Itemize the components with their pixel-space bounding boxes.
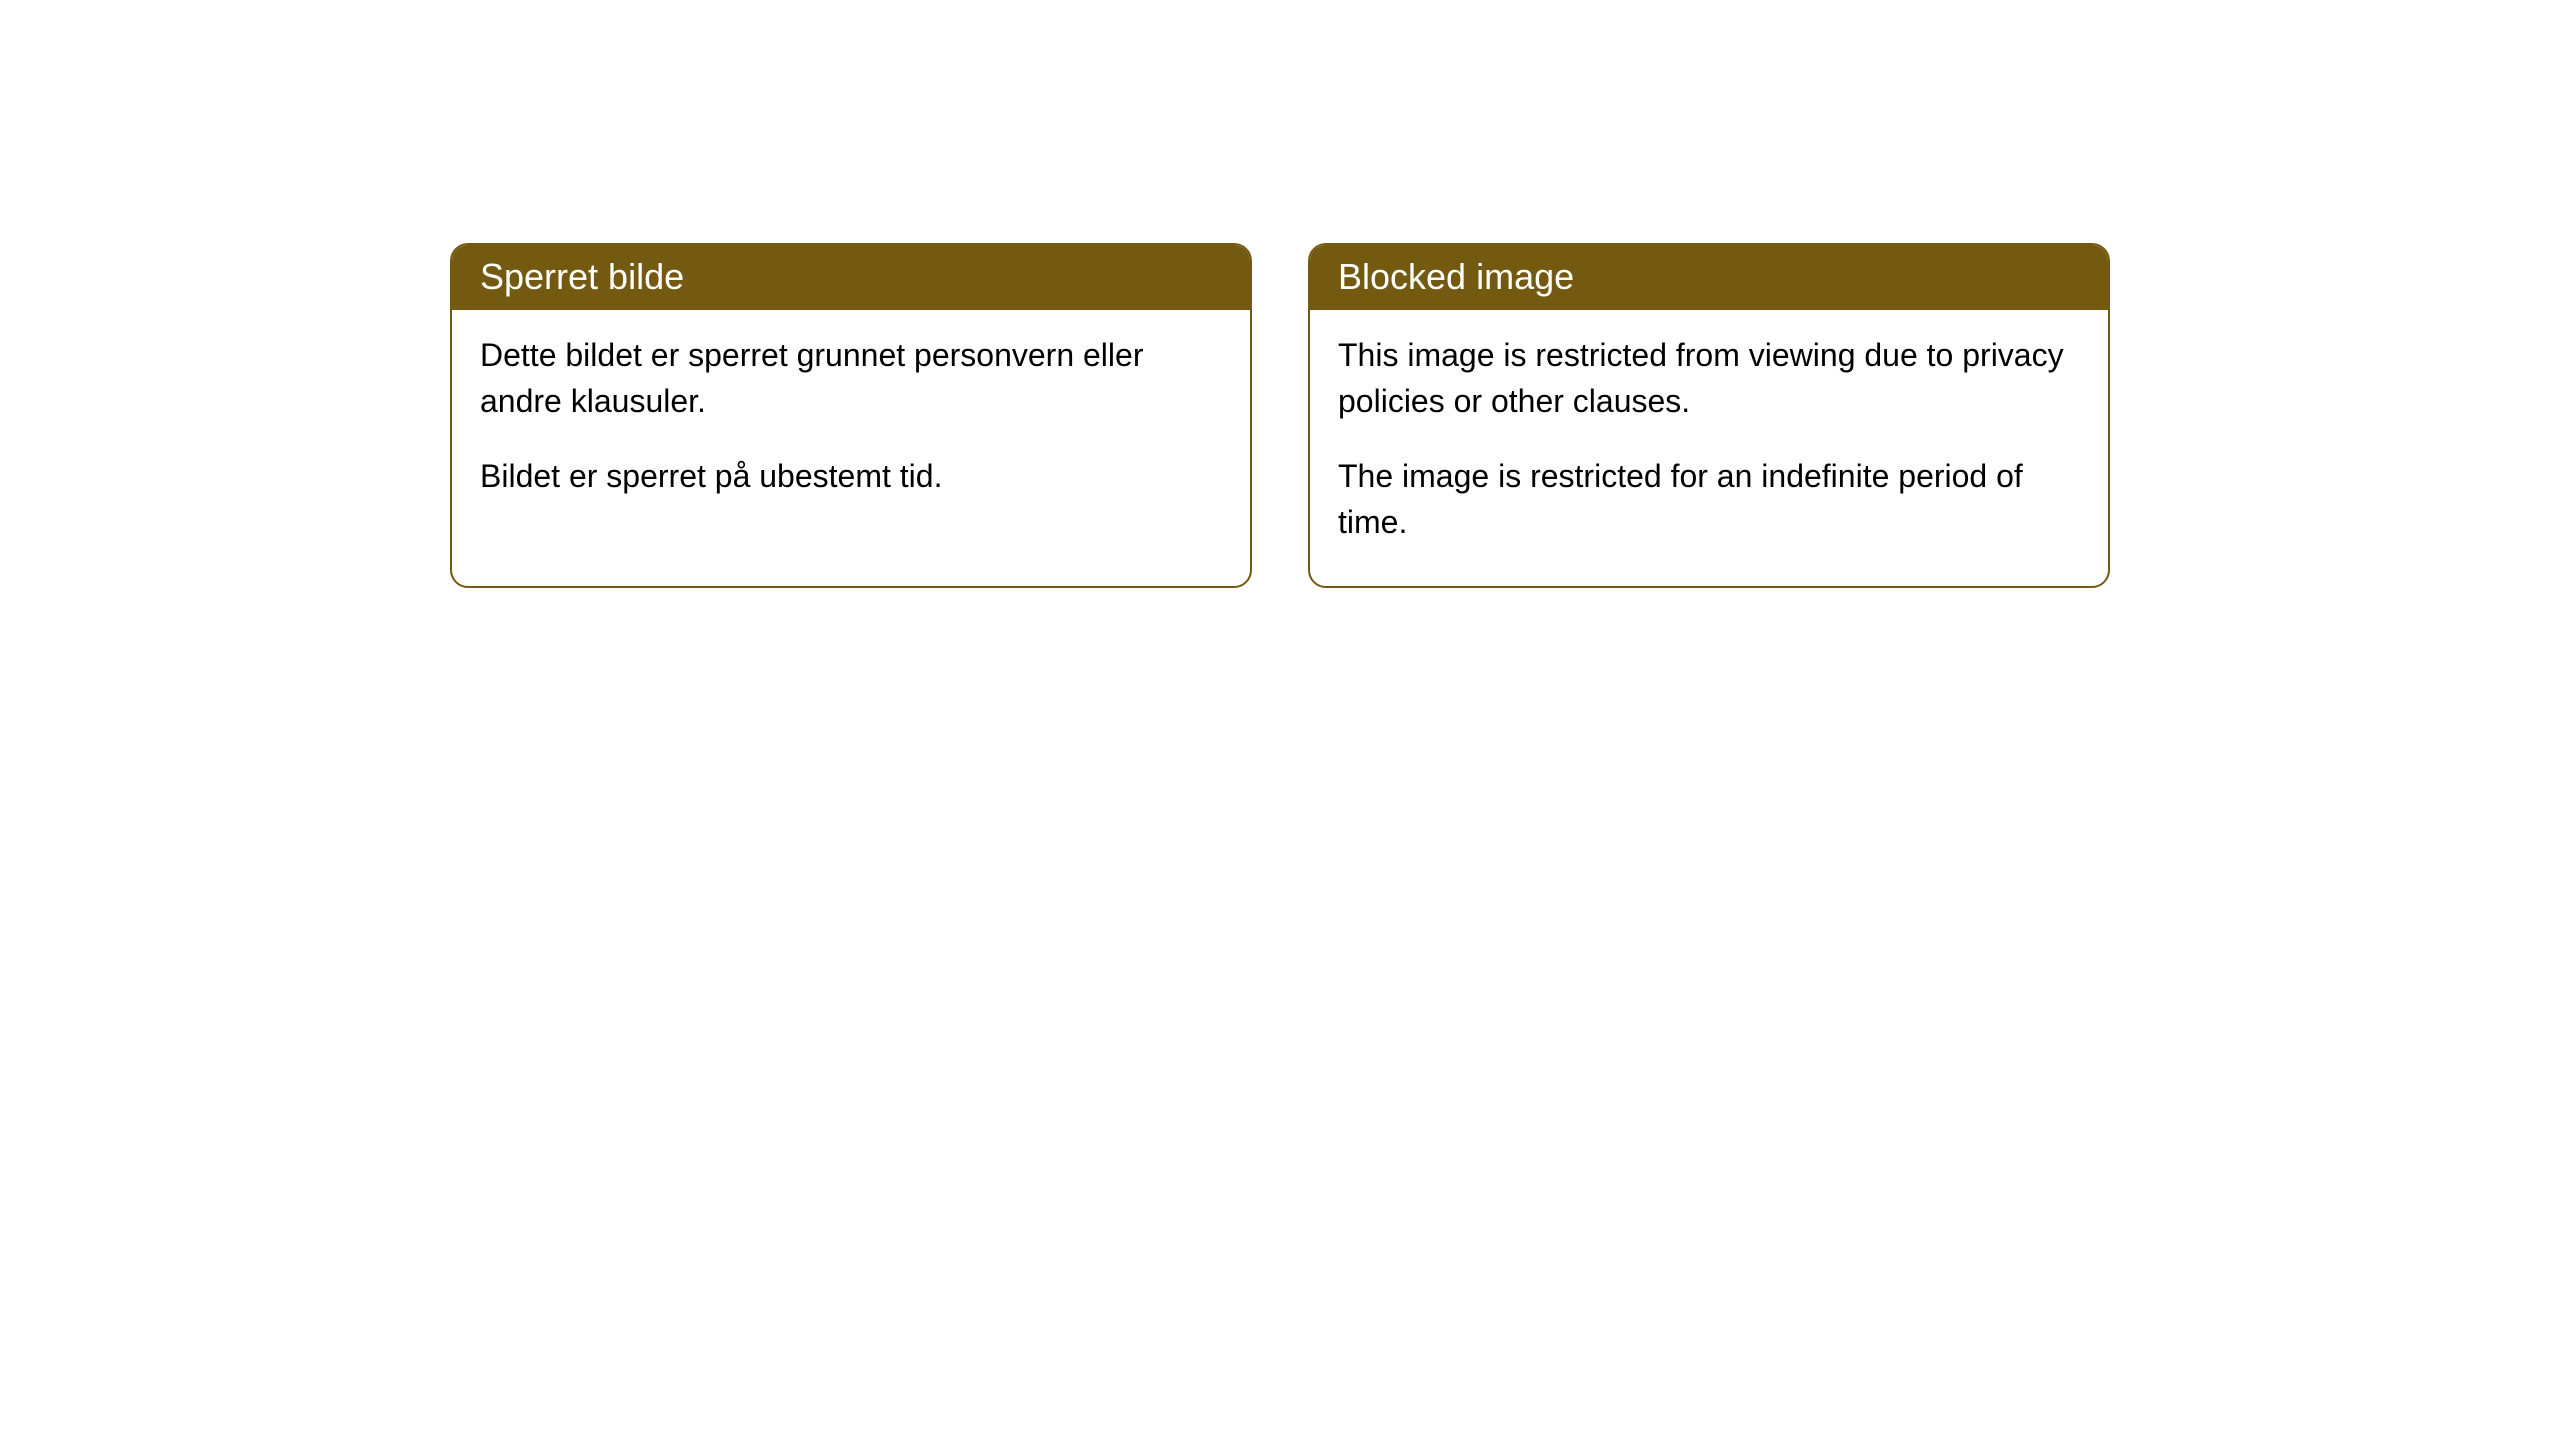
card-paragraph: The image is restricted for an indefinit… <box>1338 453 2080 546</box>
notice-card-english: Blocked image This image is restricted f… <box>1308 243 2110 588</box>
card-paragraph: Bildet er sperret på ubestemt tid. <box>480 453 1222 499</box>
card-body: Dette bildet er sperret grunnet personve… <box>452 310 1250 539</box>
card-paragraph: This image is restricted from viewing du… <box>1338 332 2080 425</box>
notice-cards-container: Sperret bilde Dette bildet er sperret gr… <box>450 243 2110 588</box>
notice-card-norwegian: Sperret bilde Dette bildet er sperret gr… <box>450 243 1252 588</box>
card-title: Blocked image <box>1338 256 1574 297</box>
card-body: This image is restricted from viewing du… <box>1310 310 2108 586</box>
card-header: Sperret bilde <box>452 245 1250 310</box>
card-header: Blocked image <box>1310 245 2108 310</box>
card-paragraph: Dette bildet er sperret grunnet personve… <box>480 332 1222 425</box>
card-title: Sperret bilde <box>480 256 684 297</box>
